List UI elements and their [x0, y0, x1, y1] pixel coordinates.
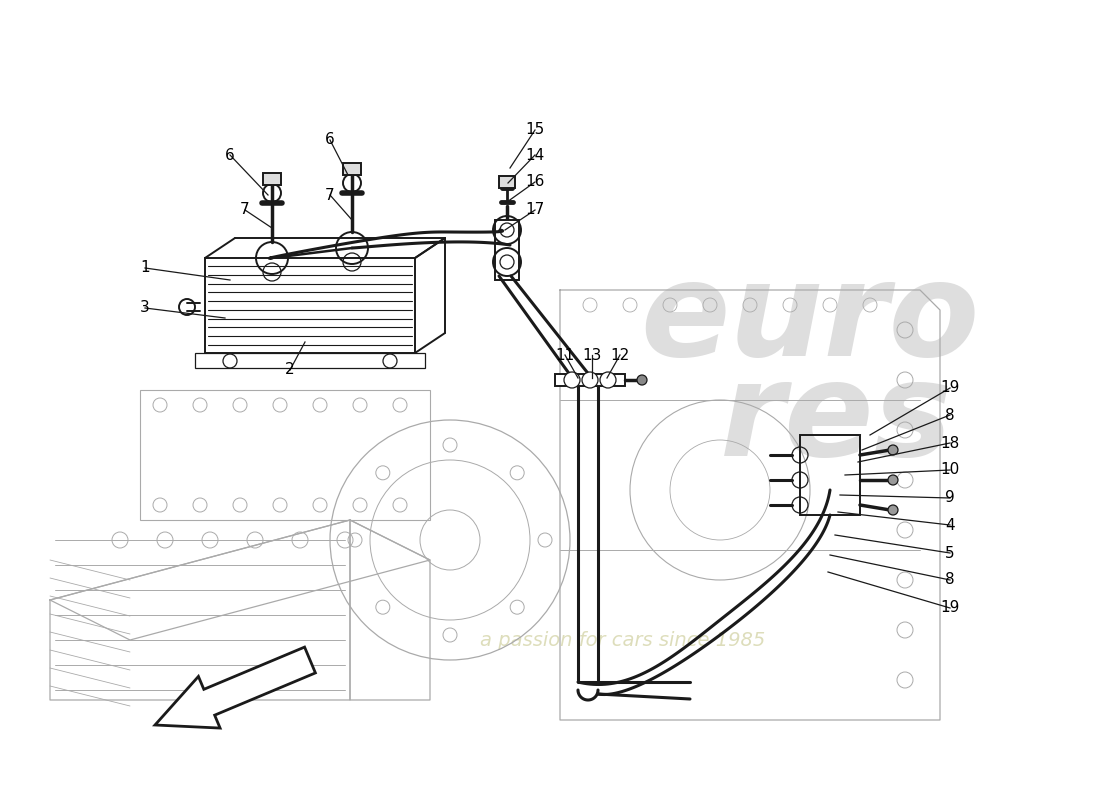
- Bar: [140, 390, 430, 520]
- Text: 17: 17: [526, 202, 544, 218]
- Circle shape: [564, 372, 580, 388]
- Text: 13: 13: [582, 347, 602, 362]
- Bar: [343, 163, 361, 175]
- Circle shape: [637, 375, 647, 385]
- Bar: [800, 435, 860, 515]
- Text: 7: 7: [240, 202, 250, 218]
- Circle shape: [888, 445, 898, 455]
- Text: 12: 12: [610, 347, 629, 362]
- Text: euro: euro: [640, 257, 979, 383]
- Text: res: res: [720, 357, 954, 483]
- Bar: [205, 258, 415, 353]
- Text: 2: 2: [285, 362, 295, 378]
- Text: 11: 11: [556, 347, 574, 362]
- Bar: [556, 374, 625, 386]
- Text: 9: 9: [945, 490, 955, 506]
- Circle shape: [600, 372, 616, 388]
- Text: 1: 1: [140, 261, 150, 275]
- Text: 14: 14: [526, 147, 544, 162]
- Text: 10: 10: [940, 462, 959, 478]
- Polygon shape: [155, 647, 316, 728]
- Circle shape: [582, 372, 598, 388]
- Text: 19: 19: [940, 381, 959, 395]
- Text: 15: 15: [526, 122, 544, 138]
- Circle shape: [888, 475, 898, 485]
- Text: a passion for cars since 1985: a passion for cars since 1985: [480, 630, 766, 650]
- Circle shape: [888, 505, 898, 515]
- Text: 18: 18: [940, 435, 959, 450]
- Text: 16: 16: [526, 174, 544, 190]
- Text: 6: 6: [326, 133, 334, 147]
- Text: 5: 5: [945, 546, 955, 561]
- Bar: [495, 220, 519, 280]
- Text: 8: 8: [945, 573, 955, 587]
- Text: 19: 19: [940, 601, 959, 615]
- Bar: [195, 353, 425, 368]
- Text: 4: 4: [945, 518, 955, 533]
- Bar: [263, 173, 280, 185]
- Bar: [499, 176, 515, 188]
- Text: 6: 6: [226, 147, 235, 162]
- Text: 3: 3: [140, 301, 150, 315]
- Text: 7: 7: [326, 187, 334, 202]
- Text: 8: 8: [945, 407, 955, 422]
